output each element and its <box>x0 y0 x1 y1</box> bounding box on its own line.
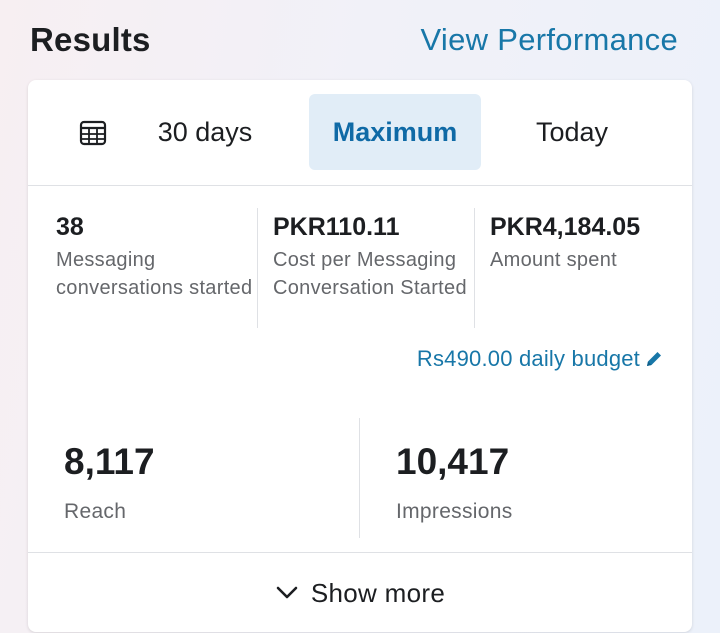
tab-today[interactable]: Today <box>535 116 609 147</box>
metric-label: Reach <box>64 500 127 523</box>
show-more-label: Show more <box>310 577 446 608</box>
tab-maximum[interactable]: Maximum <box>309 94 481 170</box>
calendar-button[interactable] <box>78 118 108 148</box>
stat-messaging-conversations: 38 Messaging conversations started <box>56 208 256 328</box>
stat-label: Cost per Messaging Conversation Started <box>273 249 467 299</box>
metric-value: 10,417 <box>396 441 510 482</box>
chevron-down-icon <box>276 586 298 599</box>
pencil-icon <box>647 352 661 366</box>
stat-value: 38 <box>56 213 84 241</box>
stat-amount-spent: PKR4,184.05 Amount spent <box>490 208 690 328</box>
date-range-tabs: 30 days Maximum Today <box>28 80 692 186</box>
results-card: 30 days Maximum Today 38 Messaging conve… <box>28 80 692 632</box>
daily-budget-link[interactable]: Rs490.00 daily budget <box>417 346 664 372</box>
metric-reach: 8,117 Reach <box>64 418 344 538</box>
metric-value: 8,117 <box>64 441 155 482</box>
stat-divider <box>474 208 475 328</box>
stat-cost-per-conversation: PKR110.11 Cost per Messaging Conversatio… <box>273 208 473 328</box>
results-header: Results View Performance <box>30 18 678 62</box>
stat-label: Amount spent <box>490 249 618 271</box>
show-more-button[interactable]: Show more <box>28 552 692 632</box>
stat-label: Messaging conversations started <box>56 249 253 299</box>
view-performance-link[interactable]: View Performance <box>420 22 678 57</box>
metric-impressions: 10,417 Impressions <box>396 418 676 538</box>
stat-divider <box>257 208 258 328</box>
page-title: Results <box>30 21 151 58</box>
stat-value: PKR110.11 <box>273 213 400 241</box>
metric-divider <box>359 418 360 538</box>
metric-label: Impressions <box>396 500 513 523</box>
calendar-icon <box>79 120 107 146</box>
tab-30-days[interactable]: 30 days <box>157 116 253 147</box>
reach-impressions-row: 8,117 Reach 10,417 Impressions <box>28 418 692 538</box>
stats-row: 38 Messaging conversations started PKR11… <box>28 208 692 328</box>
daily-budget-label: Rs490.00 daily budget <box>416 346 640 371</box>
stat-value: PKR4,184.05 <box>490 213 641 241</box>
